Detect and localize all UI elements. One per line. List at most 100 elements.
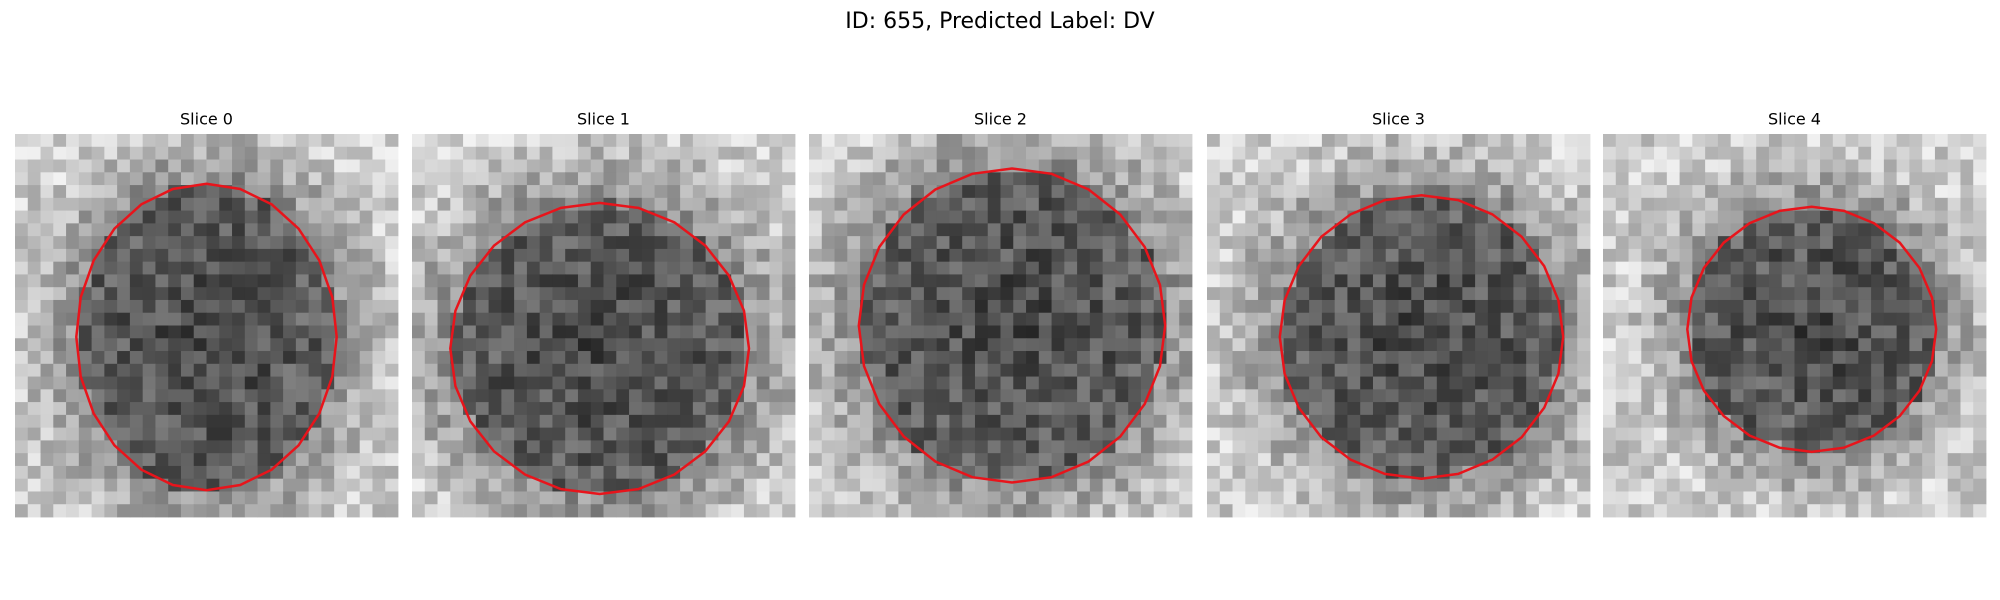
pixel [974,210,989,224]
pixel [1768,414,1783,429]
pixel [705,134,719,148]
pixel [180,402,195,416]
pixel [488,287,502,301]
pixel [1564,312,1578,326]
pixel [1153,402,1167,416]
pixel [885,478,899,492]
pixel [412,338,426,352]
pixel [346,159,361,173]
pixel [1487,223,1502,237]
pixel [1398,414,1412,429]
pixel [577,210,592,224]
pixel [1436,338,1450,352]
pixel [1449,402,1463,416]
pixel [718,312,732,326]
pixel [705,146,719,160]
pixel [1603,427,1617,441]
pixel [78,134,92,148]
pixel [1360,338,1374,352]
pixel [283,325,297,339]
pixel [718,146,732,160]
pixel [1781,299,1795,314]
pixel [1551,236,1565,250]
pixel [1321,376,1336,390]
pixel [667,134,681,148]
pixel [731,223,745,237]
pixel [244,338,258,352]
pixel [232,261,246,275]
pixel [1666,338,1680,352]
pixel [1934,440,1949,454]
pixel [1871,299,1885,314]
pixel [1603,248,1617,263]
pixel [1615,389,1629,403]
pixel [641,261,655,275]
pixel [1475,363,1489,377]
pixel [1424,402,1438,416]
pixel [552,504,566,518]
pixel [1922,248,1936,263]
pixel [1462,312,1476,326]
pixel [1730,427,1744,441]
pixel [1038,465,1052,480]
pixel [743,465,758,480]
pixel [155,236,169,250]
pixel [257,248,271,263]
pixel [346,414,361,429]
pixel [743,414,758,429]
pixel [962,338,976,352]
pixel [1538,185,1553,199]
pixel [437,223,451,237]
pixel [552,351,566,365]
pixel [193,236,207,250]
pixel [1166,402,1180,416]
pixel [1768,351,1783,365]
pixel [475,197,489,211]
pixel [244,312,258,326]
pixel [1743,465,1757,480]
pixel [1232,287,1246,301]
pixel [334,146,348,160]
pixel [1140,185,1155,199]
pixel [1347,312,1361,326]
pixel [603,363,617,377]
pixel [168,376,182,390]
pixel [1424,351,1438,365]
pixel [1551,351,1565,365]
pixel [450,261,464,275]
pixel [1615,287,1629,301]
pixel [1794,299,1808,314]
pixel [680,210,694,224]
pixel [1909,159,1923,173]
pixel [1372,172,1387,186]
pixel [1013,427,1027,441]
pixel [1360,389,1374,403]
pixel [847,338,861,352]
pixel [1411,197,1425,211]
pixel [1692,312,1706,326]
pixel [1436,159,1450,173]
pixel [731,248,745,263]
pixel [1896,287,1910,301]
pixel [1832,491,1846,505]
pixel [1115,491,1129,505]
pixel [949,338,963,352]
pixel [539,274,553,288]
pixel [1603,146,1617,160]
pixel [526,427,541,441]
pixel [385,185,399,199]
pixel [1832,210,1846,224]
pixel [334,440,348,454]
pixel [206,402,220,416]
pixel [1666,223,1680,237]
pixel [718,236,732,250]
pixel [412,287,426,301]
pixel [232,351,246,365]
pixel [1166,363,1180,377]
pixel [526,274,541,288]
pixel [359,414,373,429]
pixel [898,338,912,352]
pixel [168,465,182,480]
pixel [270,351,284,365]
pixel [1102,287,1116,301]
